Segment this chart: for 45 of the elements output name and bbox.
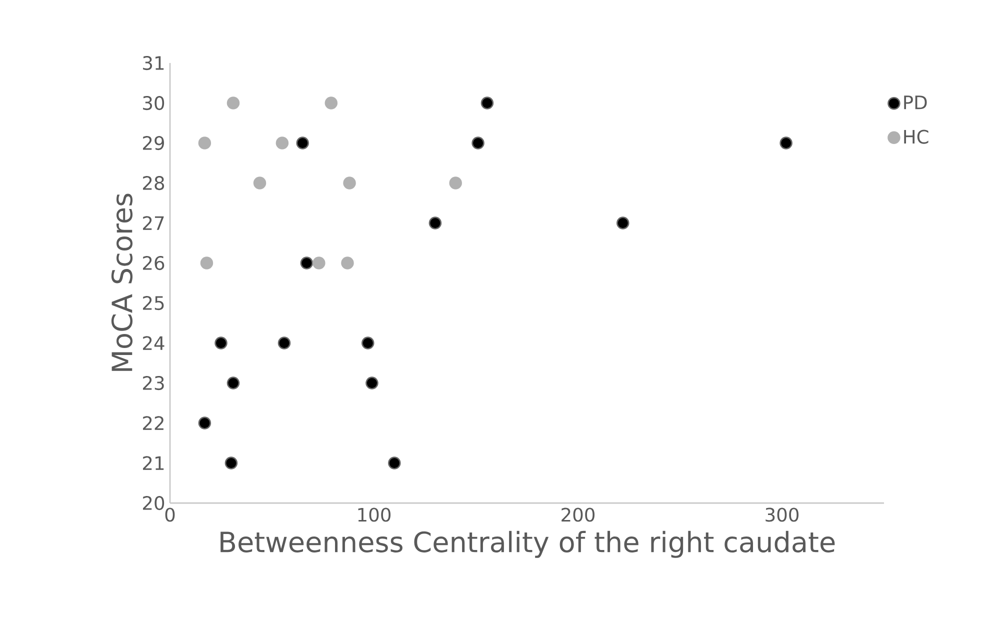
y-tick-label: 29: [142, 136, 164, 150]
y-tick-label: 25: [142, 296, 164, 310]
point: [278, 336, 291, 350]
y-tick-label: 22: [142, 416, 164, 430]
y-tick-label: 26: [142, 256, 164, 270]
point: [296, 136, 309, 150]
point: [200, 256, 214, 270]
y-axis-title: MoCA Scores: [111, 194, 133, 371]
point: [343, 176, 356, 190]
x-axis-title: Betweenness Centrality of the right caudate: [220, 530, 835, 558]
point: [362, 336, 374, 350]
point: [341, 256, 354, 270]
x-tick-label: 0: [165, 508, 175, 522]
point: [312, 256, 326, 270]
y-tick-label: 31: [143, 56, 164, 70]
point: [366, 376, 378, 390]
x-tick-label: 100: [358, 508, 391, 522]
point: [226, 376, 240, 390]
point: [198, 136, 212, 150]
y-tick-label: 23: [142, 376, 164, 390]
point: [449, 176, 462, 190]
y-tick-label: 21: [142, 456, 164, 470]
point: [324, 96, 338, 110]
legend-label: HC: [904, 130, 928, 144]
point: [226, 96, 240, 110]
y-tick-label: 20: [142, 496, 164, 510]
x-tick-label: 300: [766, 508, 798, 522]
point: [480, 96, 494, 110]
point: [780, 136, 792, 150]
point: [224, 456, 238, 470]
point: [276, 136, 289, 150]
y-tick-label: 30: [143, 96, 164, 110]
y-tick-label: 28: [142, 176, 164, 190]
point: [300, 256, 314, 270]
y-tick-label: 24: [142, 336, 164, 350]
point: [428, 216, 442, 230]
legend-label: PD: [904, 96, 927, 110]
point: [253, 176, 266, 190]
point: [472, 136, 484, 150]
y-tick-label: 27: [142, 216, 164, 230]
point: [198, 416, 212, 430]
point: [388, 456, 401, 470]
x-tick-label: 200: [562, 508, 595, 522]
point: [616, 216, 630, 230]
point: [214, 336, 228, 350]
